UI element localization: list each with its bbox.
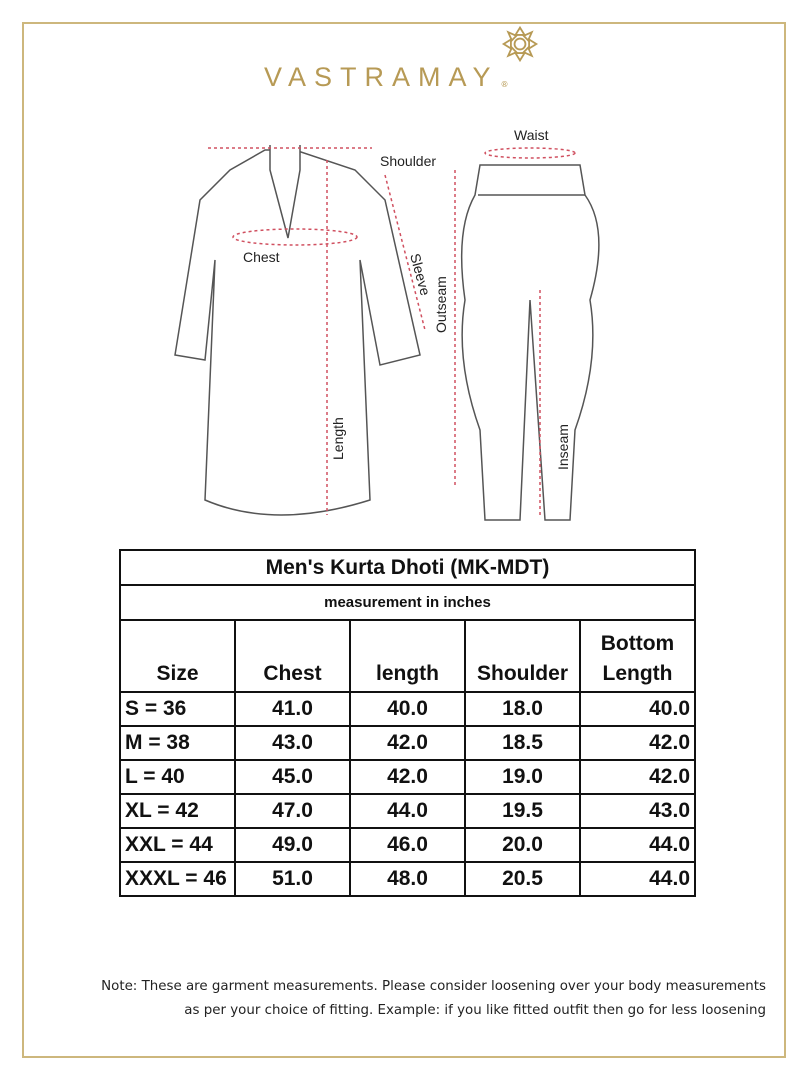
table-row: XL = 42 47.0 44.0 19.5 43.0	[119, 793, 696, 829]
table-cell: 44.0	[579, 827, 696, 863]
table-cell: 19.5	[464, 793, 581, 829]
fit-note: Note: These are garment measurements. Pl…	[40, 975, 766, 1023]
header-shoulder: Shoulder	[464, 619, 581, 693]
table-cell: 18.0	[464, 691, 581, 727]
header-chest: Chest	[234, 619, 351, 693]
table-cell: 20.0	[464, 827, 581, 863]
table-cell: 40.0	[349, 691, 466, 727]
page-border	[22, 22, 786, 1058]
table-subtitle: measurement in inches	[119, 584, 696, 621]
label-outseam: Outseam	[433, 276, 449, 333]
table-cell: 45.0	[234, 759, 351, 795]
table-cell: 42.0	[579, 725, 696, 761]
table-cell: 47.0	[234, 793, 351, 829]
table-row: L = 40 45.0 42.0 19.0 42.0	[119, 759, 696, 795]
label-waist: Waist	[514, 127, 549, 143]
table-header-row: Size Chest length Shoulder Bottom Length	[119, 619, 696, 693]
table-cell: 49.0	[234, 827, 351, 863]
header-length: length	[349, 619, 466, 693]
table-cell: XL = 42	[119, 793, 236, 829]
table-cell: 46.0	[349, 827, 466, 863]
header-size: Size	[119, 619, 236, 693]
table-cell: 42.0	[349, 759, 466, 795]
table-cell: 41.0	[234, 691, 351, 727]
table-cell: S = 36	[119, 691, 236, 727]
table-row: S = 36 41.0 40.0 18.0 40.0	[119, 691, 696, 727]
note-line-1: Note: These are garment measurements. Pl…	[101, 979, 766, 994]
table-cell: XXL = 44	[119, 827, 236, 863]
header-bottom-length: Bottom Length	[579, 619, 696, 693]
brand-logo-icon	[501, 25, 539, 63]
size-table: Men's Kurta Dhoti (MK-MDT) measurement i…	[119, 549, 696, 897]
table-row: M = 38 43.0 42.0 18.5 42.0	[119, 725, 696, 761]
label-length: Length	[330, 417, 346, 460]
brand-wordmark: VASTRAMAY ®	[264, 62, 509, 92]
brand-name: VASTRAMAY	[264, 62, 499, 92]
table-cell: L = 40	[119, 759, 236, 795]
table-cell: 19.0	[464, 759, 581, 795]
table-cell: 44.0	[349, 793, 466, 829]
table-cell: 43.0	[579, 793, 696, 829]
table-cell: M = 38	[119, 725, 236, 761]
dhoti-outline	[460, 164, 600, 521]
table-title: Men's Kurta Dhoti (MK-MDT)	[119, 549, 696, 586]
table-row: XXL = 44 49.0 46.0 20.0 44.0	[119, 827, 696, 863]
table-cell: XXXL = 46	[119, 861, 236, 897]
table-cell: 44.0	[579, 861, 696, 897]
table-cell: 43.0	[234, 725, 351, 761]
registered-mark: ®	[500, 80, 509, 89]
label-shoulder: Shoulder	[380, 153, 436, 169]
table-cell: 48.0	[349, 861, 466, 897]
kurta-outline	[174, 149, 421, 516]
table-row: XXXL = 46 51.0 48.0 20.5 44.0	[119, 861, 696, 897]
table-cell: 51.0	[234, 861, 351, 897]
table-cell: 40.0	[579, 691, 696, 727]
label-inseam: Inseam	[555, 424, 571, 470]
garment-diagram: Shoulder Chest Sleeve Length Waist Outse…	[174, 127, 600, 521]
table-cell: 42.0	[349, 725, 466, 761]
label-chest: Chest	[243, 249, 280, 265]
table-cell: 20.5	[464, 861, 581, 897]
table-cell: 42.0	[579, 759, 696, 795]
note-line-2: as per your choice of fitting. Example: …	[184, 1003, 766, 1018]
table-cell: 18.5	[464, 725, 581, 761]
